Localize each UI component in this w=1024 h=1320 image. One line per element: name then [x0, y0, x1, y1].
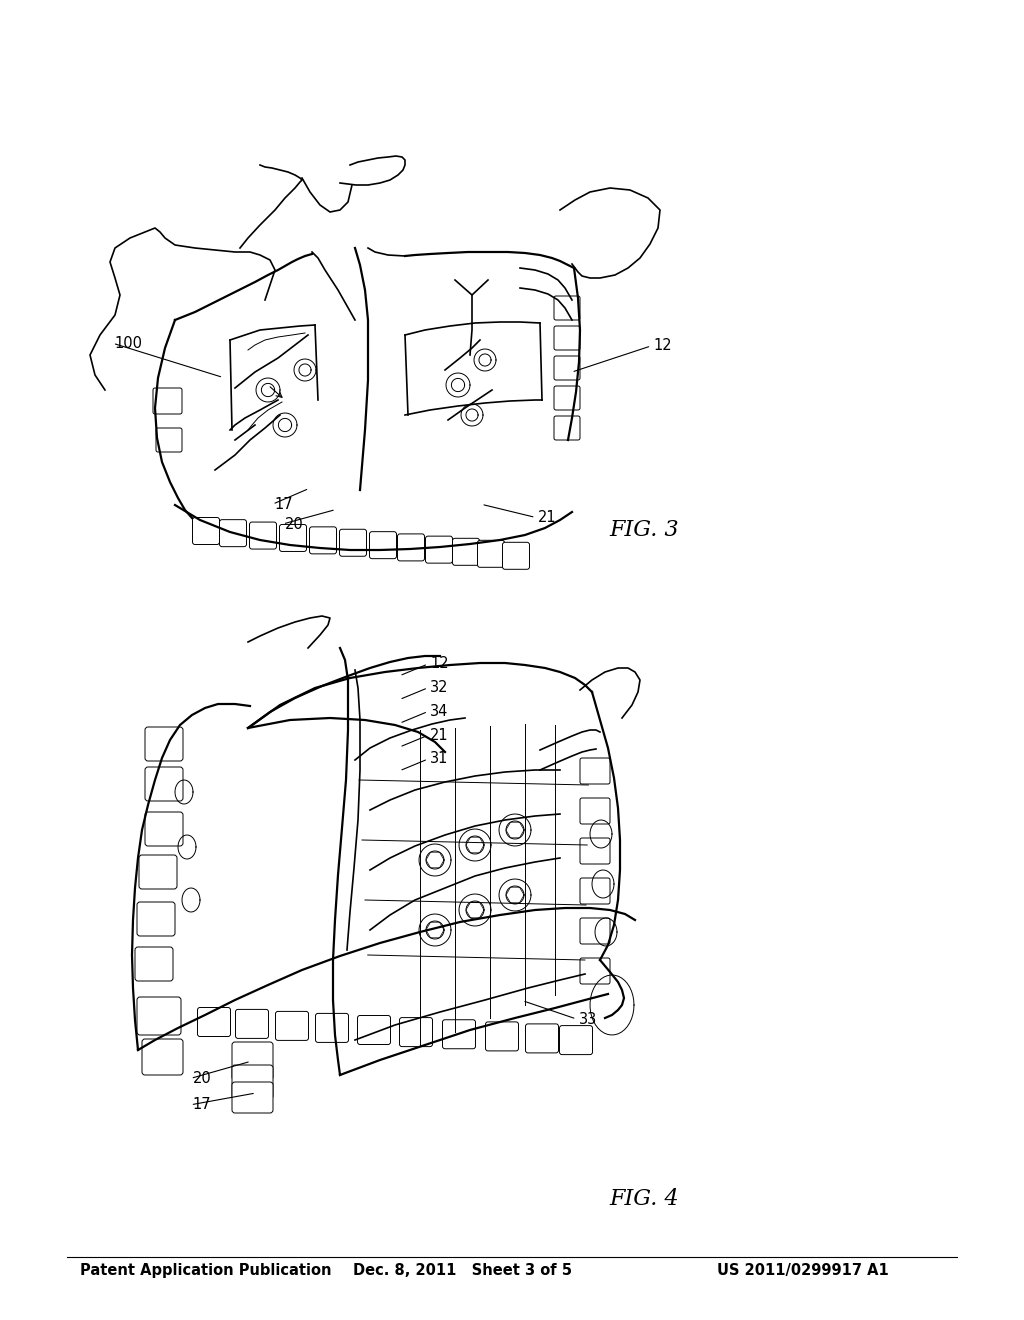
- FancyBboxPatch shape: [315, 1014, 348, 1043]
- Text: Dec. 8, 2011   Sheet 3 of 5: Dec. 8, 2011 Sheet 3 of 5: [353, 1263, 572, 1278]
- FancyBboxPatch shape: [145, 767, 183, 801]
- FancyBboxPatch shape: [554, 356, 580, 380]
- FancyBboxPatch shape: [193, 517, 219, 544]
- Text: FIG. 3: FIG. 3: [609, 519, 679, 541]
- FancyBboxPatch shape: [503, 543, 529, 569]
- Text: 12: 12: [653, 338, 672, 354]
- Text: 32: 32: [430, 680, 449, 696]
- FancyBboxPatch shape: [232, 1065, 273, 1100]
- FancyBboxPatch shape: [554, 326, 580, 350]
- FancyBboxPatch shape: [554, 385, 580, 411]
- FancyBboxPatch shape: [153, 388, 182, 414]
- FancyBboxPatch shape: [232, 1041, 273, 1080]
- FancyBboxPatch shape: [453, 539, 479, 565]
- Text: 31: 31: [430, 751, 449, 767]
- FancyBboxPatch shape: [145, 727, 183, 762]
- Text: 100: 100: [115, 335, 142, 351]
- FancyBboxPatch shape: [554, 416, 580, 440]
- FancyBboxPatch shape: [477, 540, 505, 568]
- FancyBboxPatch shape: [580, 838, 610, 865]
- Text: 21: 21: [430, 727, 449, 743]
- FancyBboxPatch shape: [580, 958, 610, 983]
- FancyBboxPatch shape: [198, 1007, 230, 1036]
- Text: FIG. 4: FIG. 4: [609, 1188, 679, 1209]
- Text: 17: 17: [193, 1097, 211, 1113]
- FancyBboxPatch shape: [580, 799, 610, 824]
- FancyBboxPatch shape: [580, 758, 610, 784]
- FancyBboxPatch shape: [580, 878, 610, 904]
- FancyBboxPatch shape: [139, 855, 177, 888]
- Text: 20: 20: [193, 1071, 211, 1086]
- FancyBboxPatch shape: [426, 536, 453, 564]
- FancyBboxPatch shape: [554, 296, 580, 319]
- FancyBboxPatch shape: [340, 529, 367, 556]
- Text: US 2011/0299917 A1: US 2011/0299917 A1: [717, 1263, 889, 1278]
- FancyBboxPatch shape: [145, 812, 183, 846]
- FancyBboxPatch shape: [309, 527, 337, 554]
- Text: 21: 21: [538, 510, 556, 525]
- FancyBboxPatch shape: [357, 1015, 390, 1044]
- Text: 20: 20: [285, 516, 303, 532]
- FancyBboxPatch shape: [397, 533, 425, 561]
- Text: 12: 12: [430, 656, 449, 672]
- FancyBboxPatch shape: [137, 997, 181, 1035]
- FancyBboxPatch shape: [219, 520, 247, 546]
- FancyBboxPatch shape: [156, 428, 182, 451]
- FancyBboxPatch shape: [236, 1010, 268, 1039]
- FancyBboxPatch shape: [275, 1011, 308, 1040]
- FancyBboxPatch shape: [250, 521, 276, 549]
- FancyBboxPatch shape: [280, 524, 306, 552]
- FancyBboxPatch shape: [525, 1024, 558, 1053]
- Text: 34: 34: [430, 704, 449, 719]
- Text: Patent Application Publication: Patent Application Publication: [80, 1263, 332, 1278]
- FancyBboxPatch shape: [580, 917, 610, 944]
- FancyBboxPatch shape: [442, 1020, 475, 1049]
- FancyBboxPatch shape: [142, 1039, 183, 1074]
- FancyBboxPatch shape: [399, 1018, 432, 1047]
- FancyBboxPatch shape: [559, 1026, 593, 1055]
- FancyBboxPatch shape: [137, 902, 175, 936]
- FancyBboxPatch shape: [135, 946, 173, 981]
- Text: 33: 33: [579, 1011, 597, 1027]
- FancyBboxPatch shape: [485, 1022, 518, 1051]
- FancyBboxPatch shape: [232, 1082, 273, 1113]
- Text: 17: 17: [274, 496, 293, 512]
- FancyBboxPatch shape: [370, 532, 396, 558]
